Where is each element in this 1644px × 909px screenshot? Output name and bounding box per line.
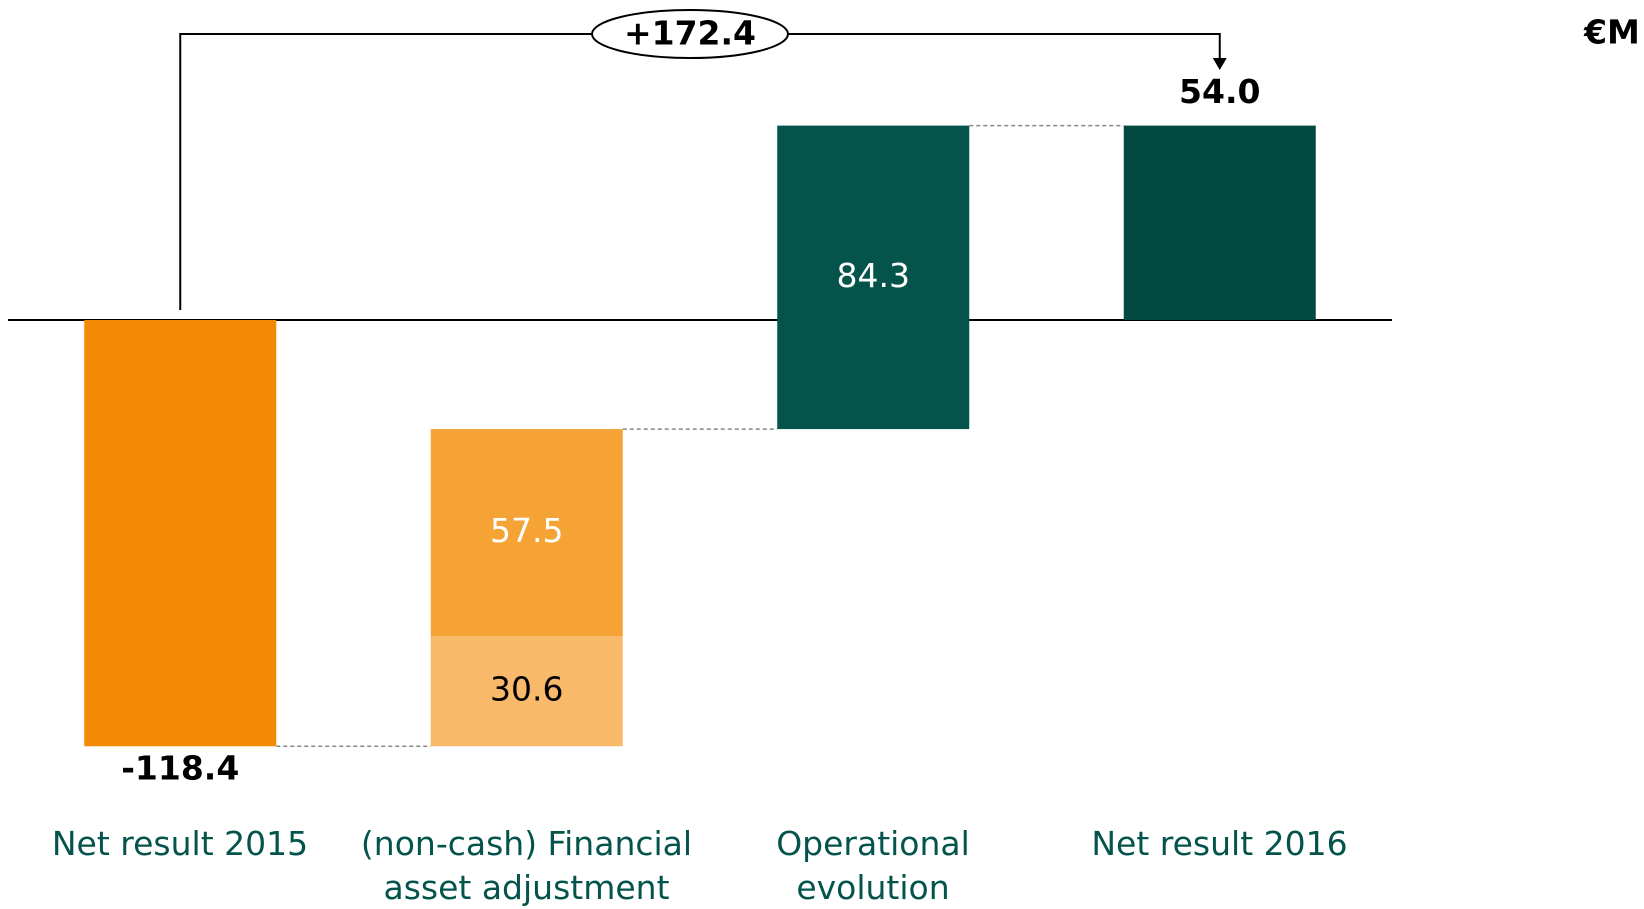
bar bbox=[430, 429, 623, 637]
category-label: Net result 2016 bbox=[1091, 824, 1348, 863]
bar bbox=[430, 636, 623, 747]
category-label: Operational evolution bbox=[776, 824, 970, 907]
bar bbox=[777, 125, 970, 430]
bracket bbox=[179, 33, 1221, 310]
annotation: +172.4 bbox=[624, 14, 756, 53]
value-label: -118.4 bbox=[121, 749, 239, 788]
category-label: Net result 2015 bbox=[51, 824, 309, 863]
annotation-oval bbox=[591, 9, 789, 59]
value-label: 30.6 bbox=[490, 670, 563, 709]
bar bbox=[1123, 125, 1316, 320]
category-label: (non-cash) Financial asset adjustment bbox=[360, 824, 693, 907]
unit-label: €M bbox=[1583, 13, 1640, 52]
value-label: 57.5 bbox=[490, 511, 563, 550]
bar bbox=[84, 320, 277, 747]
value-label: 84.3 bbox=[837, 256, 910, 295]
arrow-head bbox=[1212, 58, 1227, 70]
value-label: 54.0 bbox=[1179, 72, 1260, 111]
